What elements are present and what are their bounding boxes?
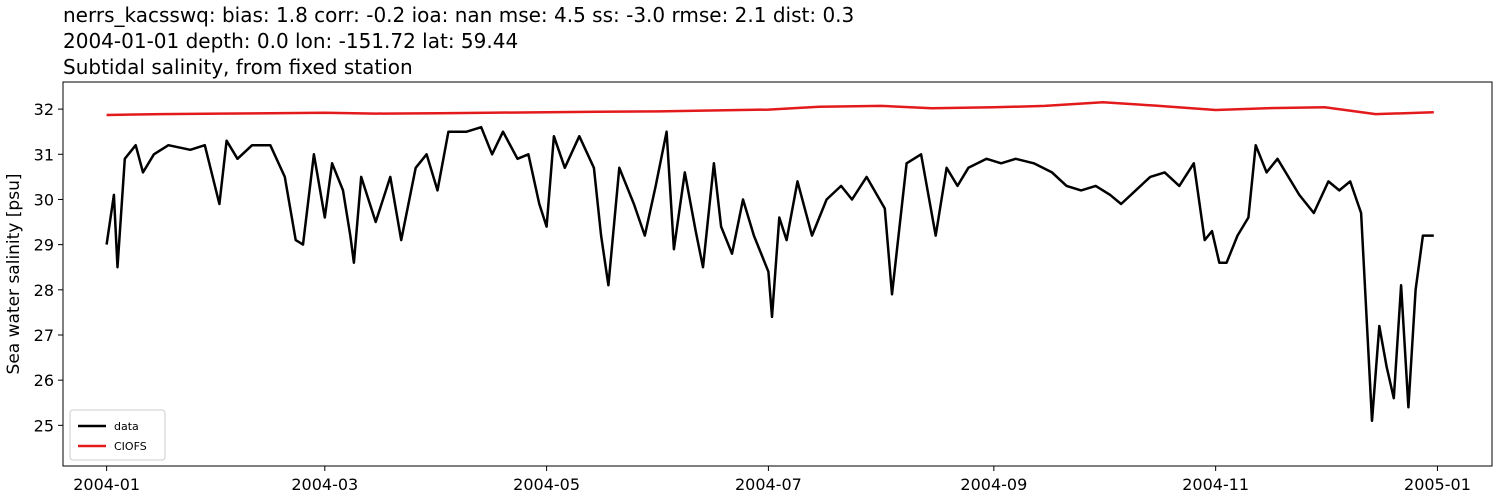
y-tick-label: 28 [34, 281, 54, 300]
plot-area-frame [62, 81, 1493, 467]
chart-title: nerrs_kacsswq: bias: 1.8 corr: -0.2 ioa:… [63, 2, 854, 80]
y-axis-label: Sea water salinity [psu] [4, 174, 24, 375]
series-line-ciofs [106, 101, 1434, 117]
x-tick-label: 2005-01 [1404, 475, 1471, 494]
x-tick-label: 2004-03 [291, 475, 358, 494]
x-axis: 2004-01 2004-03 2004-05 2004-07 2004-09 2004-… [73, 466, 1471, 494]
y-tick-label: 31 [34, 145, 54, 164]
title-stats-line: nerrs_kacsswq: bias: 1.8 corr: -0.2 ioa:… [63, 3, 855, 27]
series-layer [105, 101, 1434, 423]
y-tick-label: 29 [34, 236, 54, 255]
x-tick-label: 2004-09 [960, 475, 1027, 494]
title-station-line: 2004-01-01 depth: 0.0 lon: -151.72 lat: … [63, 29, 519, 53]
legend-label-data: data [114, 420, 139, 433]
x-tick-label: 2004-05 [513, 475, 580, 494]
y-axis: 25 26 27 28 29 30 31 32 [34, 100, 63, 435]
x-tick-label: 2004-11 [1182, 475, 1249, 494]
x-tick-label: 2004-07 [735, 475, 802, 494]
y-tick-label: 25 [34, 416, 54, 435]
series-line-data [105, 125, 1434, 423]
legend: data CIOFS [69, 409, 166, 461]
y-tick-label: 26 [34, 371, 54, 390]
y-tick-label: 30 [34, 190, 54, 209]
y-tick-label: 32 [34, 100, 54, 119]
title-description-line: Subtidal salinity, from fixed station [63, 55, 413, 79]
x-tick-label: 2004-01 [73, 475, 140, 494]
y-tick-label: 27 [34, 326, 54, 345]
legend-label-ciofs: CIOFS [114, 440, 147, 453]
legend-box [69, 409, 166, 461]
